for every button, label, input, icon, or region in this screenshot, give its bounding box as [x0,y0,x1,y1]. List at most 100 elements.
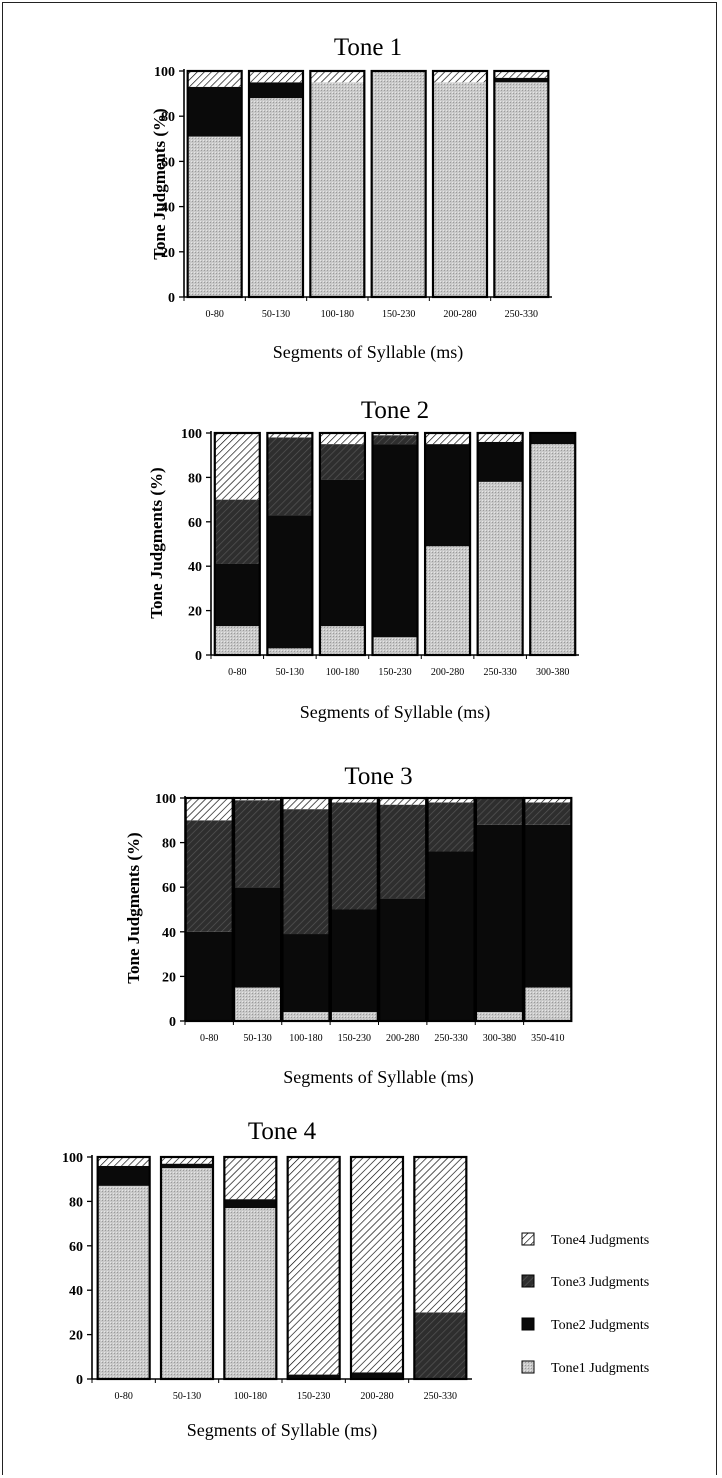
bar-segment-t1 [187,136,242,297]
y-tick-label: 80 [161,110,175,125]
bar-segment-t3 [475,798,523,825]
chart-title: Tone 3 [344,763,412,790]
bar-segment-t4 [477,433,523,442]
bar-segment-t4 [224,1157,277,1200]
y-tick-label: 80 [69,1195,83,1210]
y-tick-label: 100 [154,65,175,80]
legend-label-t2: Tone2 Judgments [551,1318,649,1333]
bar-segment-t2 [214,563,260,627]
bar-segment-t1 [433,82,487,297]
x-tick-label: 250-330 [505,309,538,320]
bar-segment-t3 [524,802,572,825]
bar-segment-t2 [372,444,418,638]
bar-segment-t4 [310,71,365,83]
bar-segment-t4 [330,798,378,803]
x-tick-label: 100-180 [289,1033,322,1044]
bar-segment-t4 [267,433,313,438]
bar-segment-t2 [330,909,378,1013]
chart-3: Tone 3 0-80 50-130 100-180 150-230 200-280 250… [124,763,573,1088]
bar-segment-t4 [97,1157,150,1166]
x-tick-label: 100-180 [234,1391,267,1402]
bar-segment-t4 [372,433,418,436]
chart-4: Tone 4 0-80 50-130 100-180 150-230 200-280 250… [62,1118,472,1441]
x-tick-label: 0-80 [114,1391,132,1402]
bar-segment-t3 [214,499,260,564]
bar-segment-t2 [282,934,330,1013]
y-tick-label: 40 [188,560,202,575]
bar-segment-t1 [475,1012,523,1021]
bar-segment-t1 [371,71,426,297]
bar-segment-t2 [234,887,282,988]
x-tick-label: 200-280 [431,667,464,678]
bar-segment-t2 [287,1374,340,1379]
y-tick-label: 80 [188,471,202,486]
bar-segment-t4 [379,798,427,805]
y-tick-label: 100 [62,1151,83,1166]
bar-segment-t1 [214,626,260,655]
bar-segment-t2 [319,479,365,627]
y-tick-label: 40 [69,1284,83,1299]
bar-segment-t3 [427,802,475,852]
legend-swatch-t4 [521,1232,535,1246]
bar-segment-t1 [524,987,572,1021]
bar-segment-t3 [330,802,378,910]
legend-label-t4: Tone4 Judgments [551,1233,649,1248]
y-tick-label: 100 [181,427,202,442]
x-tick-label: 50-130 [243,1033,271,1044]
chart-title: Tone 4 [248,1118,317,1145]
bar-segment-t4 [351,1157,403,1373]
legend-swatch-t3 [521,1274,535,1288]
x-tick-label: 300-380 [536,667,569,678]
x-axis-label: Segments of Syllable (ms) [300,702,490,723]
bar-segment-t1 [310,82,365,297]
x-tick-label: 150-230 [297,1391,330,1402]
bar-segment-t3 [379,804,427,899]
x-tick-label: 300-380 [483,1033,516,1044]
y-tick-label: 60 [161,155,175,170]
y-tick-label: 20 [69,1329,83,1344]
chart-title: Tone 1 [334,34,402,61]
x-axis-label: Segments of Syllable (ms) [273,342,463,363]
y-tick-label: 20 [162,970,176,985]
x-tick-label: 0-80 [205,309,223,320]
x-axis-label: Segments of Syllable (ms) [187,1420,377,1441]
bar-segment-t2 [97,1165,150,1186]
bar-segment-t2 [161,1163,213,1169]
x-tick-label: 50-130 [262,309,290,320]
bar-segment-t3 [185,820,233,932]
bar-segment-t4 [187,71,242,87]
bar-segment-t4 [282,798,330,810]
y-axis-label: Tone Judgments (%) [150,108,169,259]
x-tick-label: 50-130 [173,1391,201,1402]
bar-segment-t2 [187,86,242,137]
bar-segment-t4 [249,71,303,83]
y-tick-label: 20 [188,605,202,620]
bar-segment-t1 [234,987,282,1021]
bar-segment-t3 [372,435,418,445]
chart-2: Tone 2 0-80 50-130 100-180 150-230 200-280 250… [147,397,579,723]
bar-segment-t4 [425,433,471,445]
bar-segment-t1 [267,648,313,655]
legend-label-t3: Tone3 Judgments [551,1275,649,1290]
bar-segment-t4 [433,71,487,83]
bar-segment-t4 [319,433,365,445]
bar-segment-t2 [477,441,523,482]
bar-segment-t1 [372,637,418,655]
y-tick-label: 100 [155,792,176,807]
bar-segment-t4 [214,433,260,500]
bar-segment-t3 [414,1312,467,1379]
x-tick-label: 100-180 [321,309,354,320]
bar-segment-t4 [161,1157,213,1164]
bar-segment-t2 [427,851,475,1021]
x-tick-label: 200-280 [386,1033,419,1044]
bar-segment-t4 [287,1157,340,1375]
x-tick-label: 0-80 [200,1033,218,1044]
bar-segment-t1 [282,1012,330,1021]
y-tick-label: 20 [161,246,175,261]
bar-segment-t2 [185,931,233,1021]
bar-segment-t1 [249,98,303,298]
bar-segment-t2 [530,433,576,445]
bar-segment-t4 [185,798,233,821]
bar-segment-t1 [494,82,549,297]
